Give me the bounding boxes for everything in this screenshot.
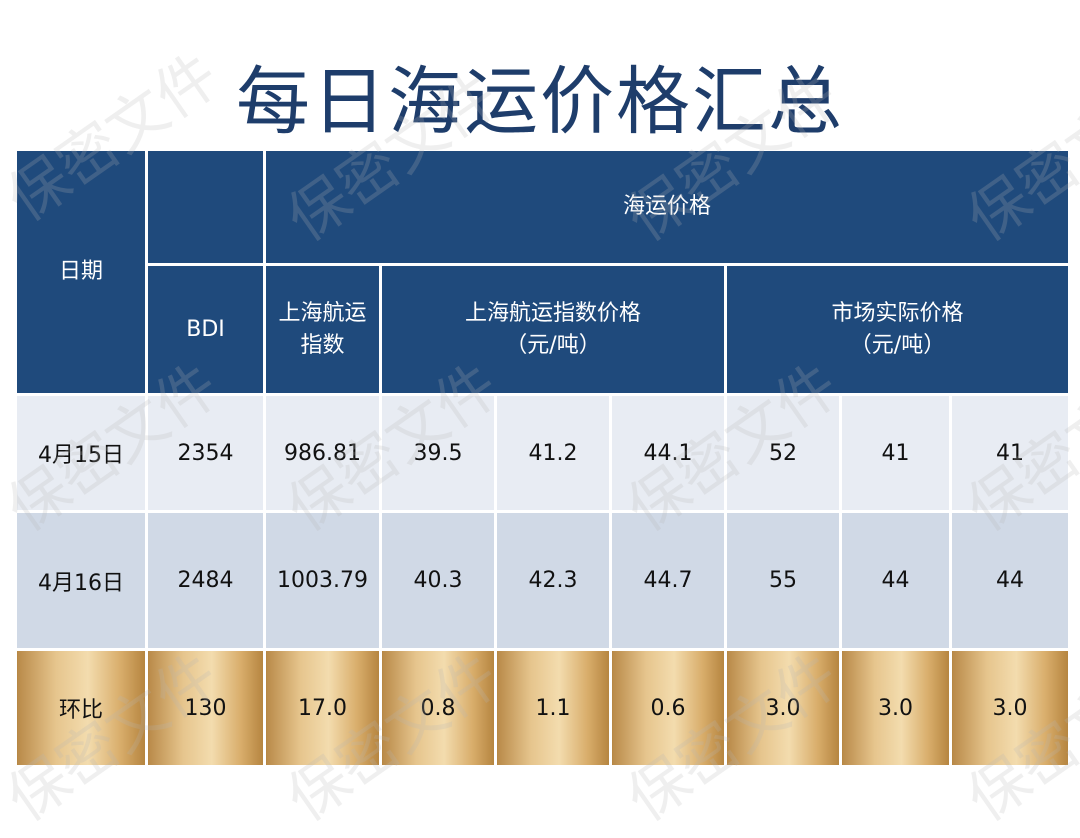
freight-price-table: 日期 海运价格 BDI 上海航运 指数 上海航运指数价格 （元/吨） 市场实际价… bbox=[14, 148, 1072, 768]
cell-bdi: 2484 bbox=[145, 510, 266, 651]
table-row: 4月16日 2484 1003.79 40.3 42.3 44.7 55 44 … bbox=[14, 510, 1072, 651]
header-market-price: 市场实际价格 （元/吨） bbox=[723, 263, 1072, 396]
header-shanghai-shipping-index: 上海航运 指数 bbox=[263, 263, 382, 396]
cell-sh-price-1: 40.3 bbox=[379, 510, 497, 651]
cell-sh-price-3: 44.1 bbox=[609, 393, 727, 513]
cell-sh-index: 1003.79 bbox=[263, 510, 382, 651]
header-bdi: BDI bbox=[145, 263, 266, 396]
cell-sh-index: 17.0 bbox=[263, 648, 382, 768]
cell-sh-price-1: 39.5 bbox=[379, 393, 497, 513]
row-date: 4月15日 bbox=[14, 393, 148, 513]
cell-market-price-3: 44 bbox=[948, 510, 1072, 651]
table-row-change: 环比 130 17.0 0.8 1.1 0.6 3.0 3.0 3.0 bbox=[14, 648, 1072, 768]
cell-sh-index: 986.81 bbox=[263, 393, 382, 513]
header-blank bbox=[145, 148, 266, 266]
cell-market-price-3: 41 bbox=[948, 393, 1072, 513]
cell-sh-price-2: 41.2 bbox=[494, 393, 612, 513]
cell-sh-price-1: 0.8 bbox=[379, 648, 497, 768]
cell-market-price-1: 52 bbox=[724, 393, 842, 513]
cell-sh-price-2: 1.1 bbox=[494, 648, 612, 768]
cell-market-price-2: 41 bbox=[839, 393, 952, 513]
header-date: 日期 bbox=[14, 148, 148, 396]
table-row: 4月15日 2354 986.81 39.5 41.2 44.1 52 41 4… bbox=[14, 393, 1072, 513]
cell-sh-price-2: 42.3 bbox=[494, 510, 612, 651]
cell-market-price-1: 55 bbox=[724, 510, 842, 651]
header-shanghai-index-price: 上海航运指数价格 （元/吨） bbox=[379, 263, 727, 396]
row-label-change: 环比 bbox=[14, 648, 148, 768]
cell-sh-price-3: 44.7 bbox=[609, 510, 727, 651]
cell-market-price-3: 3.0 bbox=[948, 648, 1072, 768]
cell-sh-price-3: 0.6 bbox=[609, 648, 727, 768]
header-freight-price: 海运价格 bbox=[262, 148, 1072, 266]
page-title: 每日海运价格汇总 bbox=[236, 59, 844, 145]
cell-market-price-2: 3.0 bbox=[839, 648, 952, 768]
cell-bdi: 130 bbox=[145, 648, 266, 768]
cell-market-price-2: 44 bbox=[839, 510, 952, 651]
row-date: 4月16日 bbox=[14, 510, 148, 651]
cell-market-price-1: 3.0 bbox=[724, 648, 842, 768]
cell-bdi: 2354 bbox=[145, 393, 266, 513]
